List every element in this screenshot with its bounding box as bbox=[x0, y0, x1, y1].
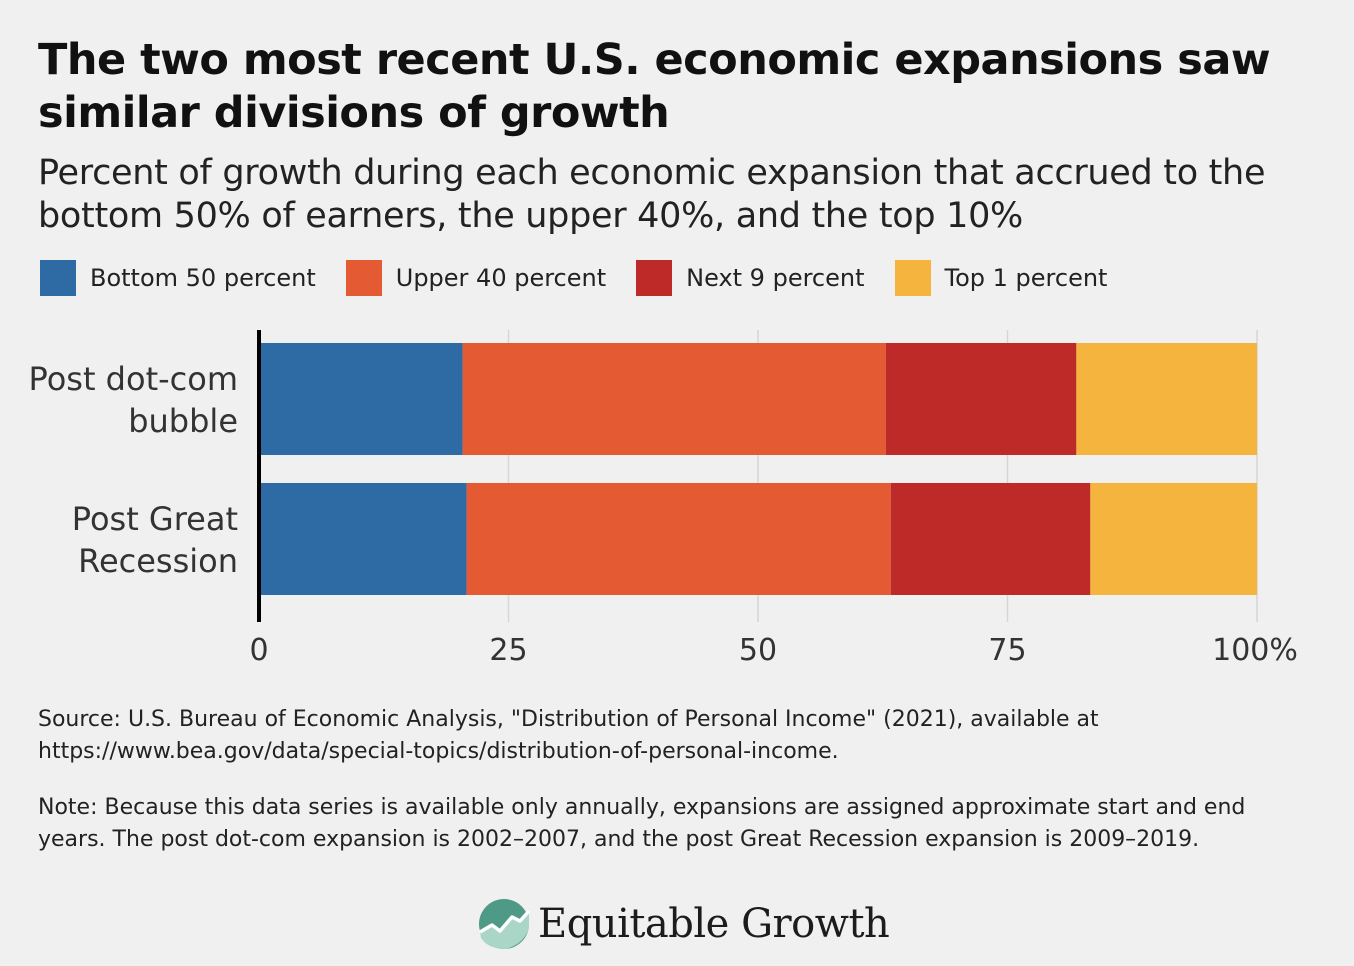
x-tick-label: 50 bbox=[739, 633, 777, 668]
stacked-bar-chart: Post dot-com bubble Post Great Recession 0 2… bbox=[29, 330, 1298, 668]
bars bbox=[259, 343, 1257, 595]
bar-segment bbox=[1076, 343, 1257, 455]
category-labels: Post dot-com bubble Post Great Recession bbox=[29, 360, 238, 580]
bar-segment bbox=[1090, 483, 1257, 595]
chart-title: The two most recent U.S. economic expans… bbox=[38, 35, 1271, 138]
legend-item-upper-40: Upper 40 percent bbox=[345, 260, 607, 296]
chart-subtitle: Percent of growth during each economic e… bbox=[38, 153, 1266, 236]
legend-item-top-1: Top 1 percent bbox=[894, 260, 1108, 296]
bar-segment bbox=[466, 483, 891, 595]
legend-swatch bbox=[40, 260, 76, 296]
bar-segment bbox=[259, 343, 463, 455]
category-label: bubble bbox=[128, 402, 238, 440]
legend-label: Upper 40 percent bbox=[395, 264, 607, 292]
bar-segment bbox=[885, 343, 1077, 455]
legend-swatch bbox=[894, 260, 931, 296]
category-label: Recession bbox=[78, 542, 238, 580]
logo-text: Equitable Growth bbox=[538, 901, 890, 947]
bar-segment bbox=[890, 483, 1091, 595]
legend-item-next-9: Next 9 percent bbox=[636, 260, 865, 296]
logo: Equitable Growth bbox=[478, 898, 890, 950]
equitable-growth-logo-icon bbox=[479, 899, 530, 949]
legend-swatch bbox=[636, 260, 673, 296]
x-tick-label: 100% bbox=[1212, 633, 1298, 668]
legend-item-bottom-50: Bottom 50 percent bbox=[40, 260, 316, 296]
x-tick-labels: 0 25 50 75 100% bbox=[249, 633, 1297, 668]
bar-segment bbox=[462, 343, 886, 455]
category-label: Post Great bbox=[72, 500, 238, 538]
legend: Bottom 50 percent Upper 40 percent Next … bbox=[40, 260, 1137, 296]
x-tick-label: 0 bbox=[249, 633, 268, 668]
bar-segment bbox=[259, 483, 467, 595]
source-text: Source: U.S. Bureau of Economic Analysis… bbox=[38, 707, 1099, 764]
legend-swatch bbox=[345, 260, 382, 296]
x-tick-label: 25 bbox=[489, 633, 527, 668]
legend-label: Top 1 percent bbox=[944, 264, 1108, 292]
category-label: Post dot-com bbox=[29, 360, 238, 398]
legend-label: Bottom 50 percent bbox=[90, 264, 316, 292]
x-tick-label: 75 bbox=[988, 633, 1026, 668]
legend-label: Next 9 percent bbox=[686, 264, 865, 292]
note-text: Note: Because this data series is availa… bbox=[38, 795, 1246, 852]
